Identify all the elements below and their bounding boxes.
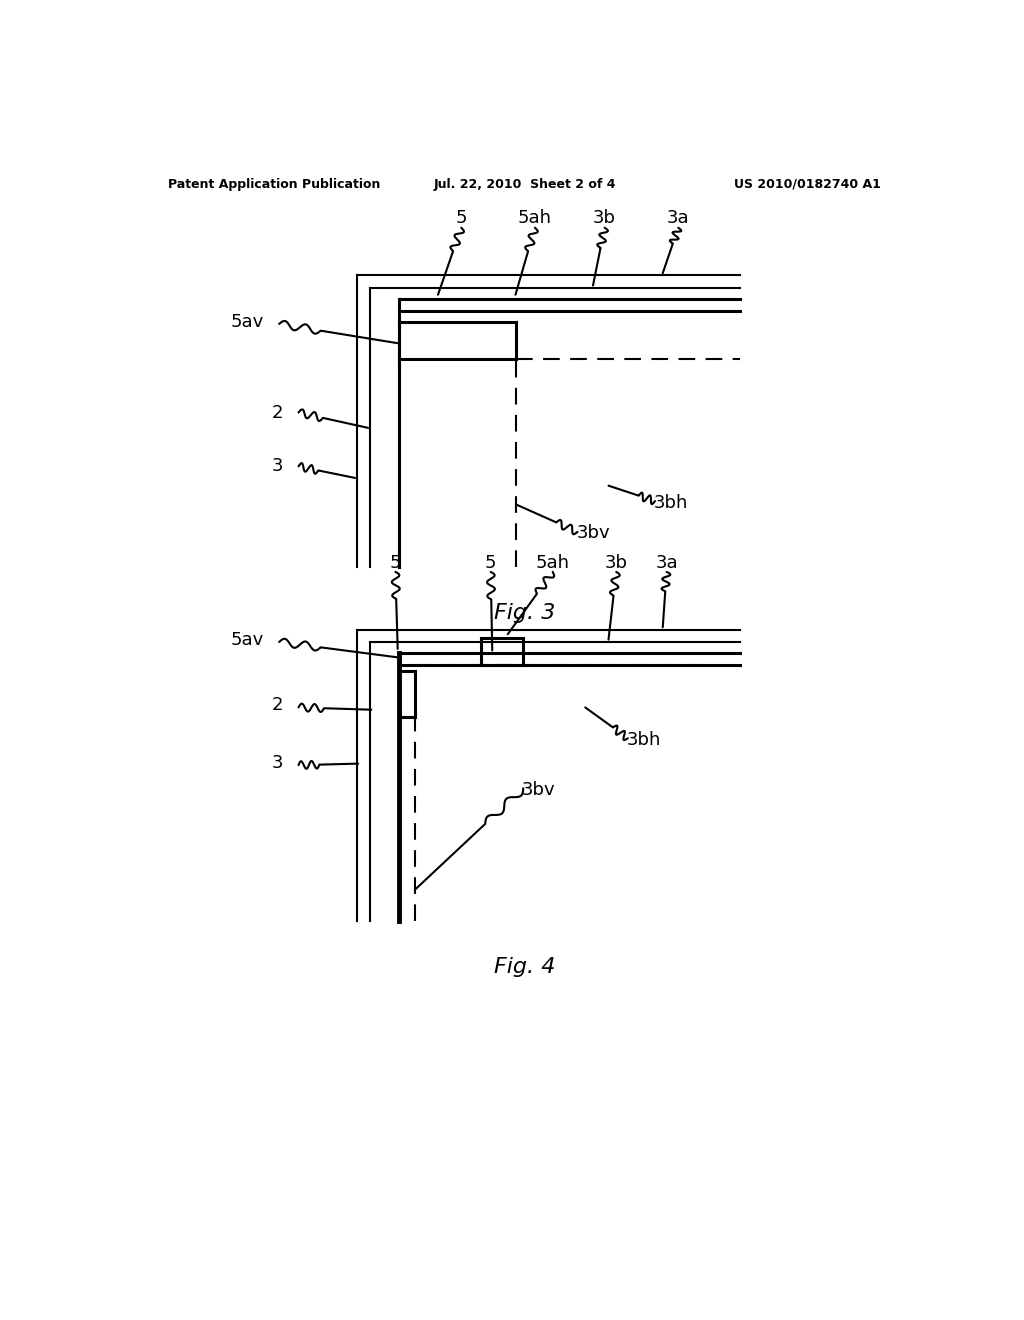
Text: 5: 5 — [456, 210, 467, 227]
Text: 3: 3 — [271, 458, 283, 475]
Text: 3a: 3a — [655, 553, 678, 572]
Text: 5av: 5av — [230, 631, 263, 648]
Text: 5ah: 5ah — [518, 210, 552, 227]
Text: 2: 2 — [271, 696, 283, 714]
Text: Fig. 4: Fig. 4 — [495, 957, 555, 977]
Text: US 2010/0182740 A1: US 2010/0182740 A1 — [734, 178, 882, 190]
Text: 2: 2 — [271, 404, 283, 421]
Text: 5: 5 — [485, 553, 497, 572]
Text: Jul. 22, 2010  Sheet 2 of 4: Jul. 22, 2010 Sheet 2 of 4 — [433, 178, 616, 190]
Text: Patent Application Publication: Patent Application Publication — [168, 178, 381, 190]
Text: 3b: 3b — [605, 553, 628, 572]
Text: 5av: 5av — [230, 313, 263, 330]
Text: Fig. 3: Fig. 3 — [495, 603, 555, 623]
Text: 3: 3 — [271, 754, 283, 772]
Text: 3bh: 3bh — [627, 731, 660, 748]
Text: 3bv: 3bv — [577, 524, 610, 543]
Text: 3a: 3a — [667, 210, 689, 227]
Text: 5: 5 — [389, 553, 401, 572]
Text: 3bv: 3bv — [522, 781, 556, 799]
Text: 3bh: 3bh — [653, 495, 688, 512]
Text: 3b: 3b — [593, 210, 616, 227]
Text: 5ah: 5ah — [536, 553, 569, 572]
